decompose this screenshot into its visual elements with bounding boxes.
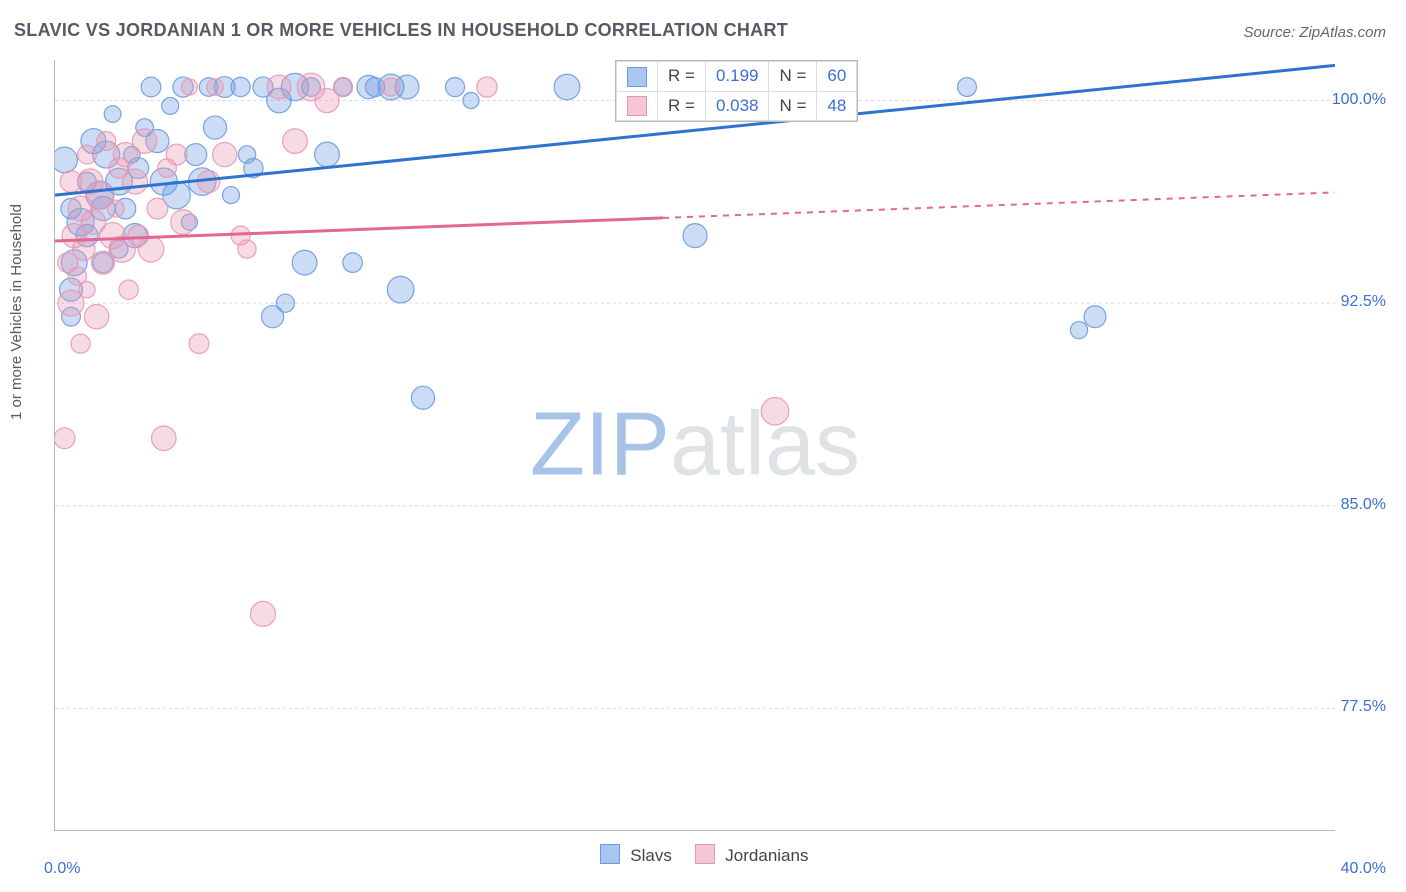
y-tick-label: 92.5% [1306, 293, 1386, 311]
legend-label-jordanians: Jordanians [725, 846, 808, 865]
series-legend: Slavs Jordanians [55, 844, 1335, 866]
legend-n-value-slavs: 60 [817, 62, 857, 92]
legend-swatch-slavs [627, 67, 647, 87]
legend-n-label: N = [769, 62, 817, 92]
legend-r-value-slavs: 0.199 [705, 62, 769, 92]
legend-r-value-jordanians: 0.038 [705, 91, 769, 121]
legend-swatch-slavs-bottom [600, 844, 620, 864]
scatter-svg [55, 60, 1335, 830]
legend-r-label: R = [658, 62, 706, 92]
legend-r-label: R = [658, 91, 706, 121]
legend-swatch-jordanians [627, 96, 647, 116]
y-tick-label: 77.5% [1306, 698, 1386, 716]
source-attribution: Source: ZipAtlas.com [1243, 24, 1386, 41]
y-tick-label: 85.0% [1306, 496, 1386, 514]
legend-swatch-jordanians-bottom [695, 844, 715, 864]
legend-n-value-jordanians: 48 [817, 91, 857, 121]
y-tick-label: 100.0% [1306, 91, 1386, 109]
x-tick-label-max: 40.0% [1341, 860, 1386, 878]
x-tick-label-min: 0.0% [44, 860, 80, 878]
plot-area: ZIPatlas R = 0.199 N = 60 R = 0.038 N = … [54, 60, 1335, 831]
y-axis-label: 1 or more Vehicles in Household [8, 204, 25, 420]
chart-title: SLAVIC VS JORDANIAN 1 OR MORE VEHICLES I… [14, 20, 788, 41]
legend-label-slavs: Slavs [630, 846, 672, 865]
correlation-legend: R = 0.199 N = 60 R = 0.038 N = 48 [615, 60, 858, 122]
legend-n-label: N = [769, 91, 817, 121]
